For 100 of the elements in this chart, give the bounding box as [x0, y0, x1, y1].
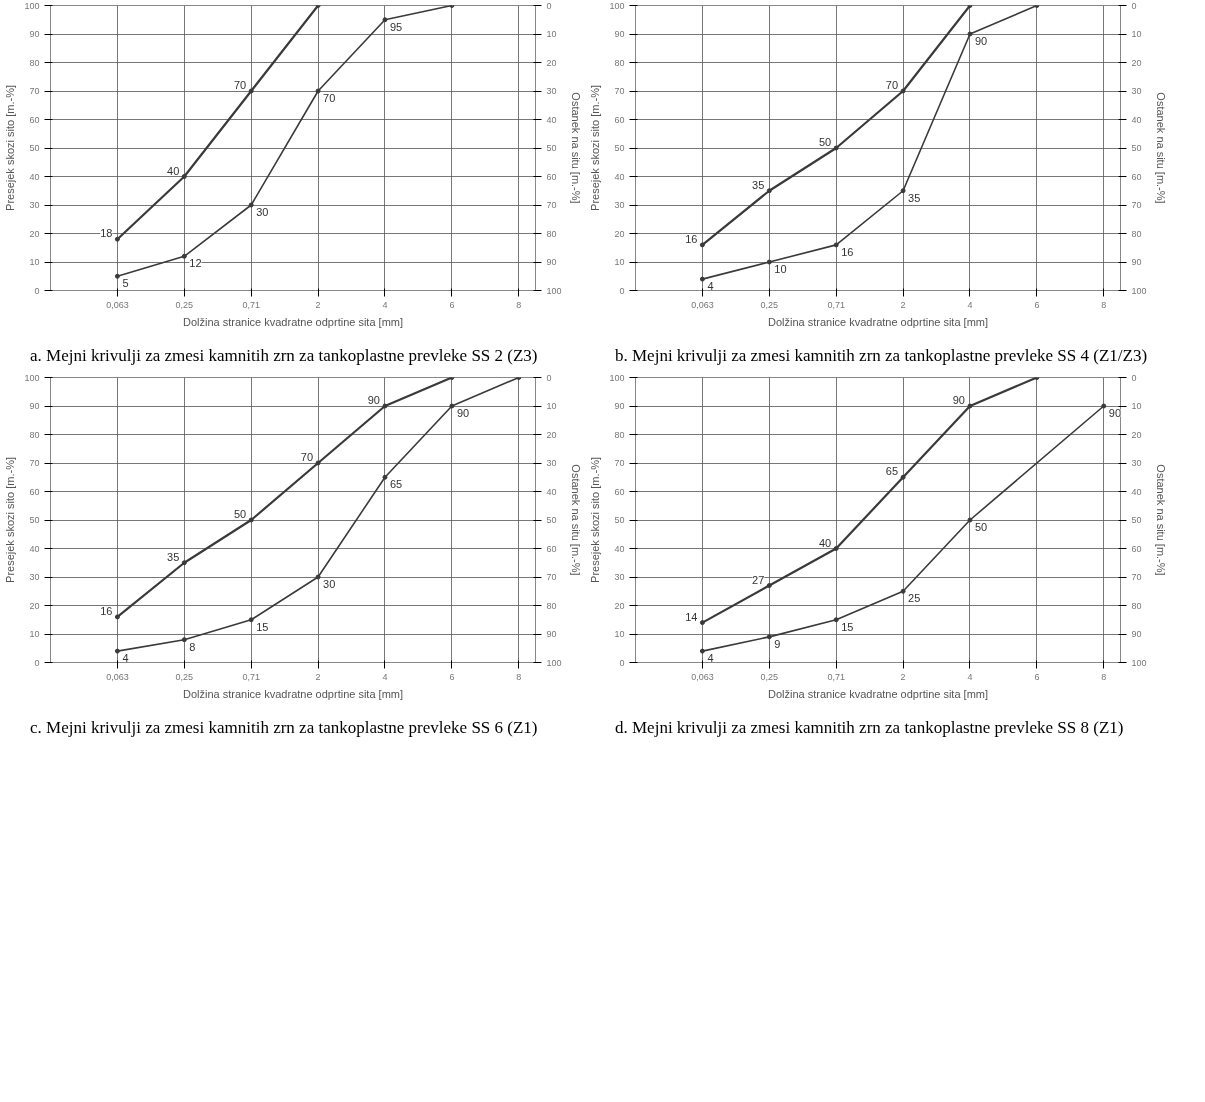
data-label: 5: [122, 277, 129, 290]
data-label: 40: [167, 164, 180, 177]
y-tick-label: 100: [24, 372, 40, 383]
y2-axis-title: Ostanek na situ [m.-%]: [569, 92, 582, 204]
y-axis-title: Presejek skozi sito [m.-%]: [589, 457, 602, 584]
y2-tick-label: 80: [1131, 228, 1142, 239]
y2-tick-label: 0: [1131, 0, 1137, 11]
x-tick-label: 6: [449, 671, 455, 682]
x-tick-label: 4: [967, 671, 973, 682]
y2-tick-label: 60: [1131, 171, 1142, 182]
y2-tick-label: 40: [1131, 114, 1142, 125]
x-tick-label: 8: [516, 299, 522, 310]
y-tick-label: 0: [34, 285, 40, 296]
data-label: 8: [189, 640, 196, 653]
x-tick-label: 4: [382, 299, 388, 310]
y2-tick-label: 80: [546, 600, 557, 611]
y-tick-label: 30: [614, 200, 625, 210]
data-label: 90: [952, 394, 965, 407]
data-label: 9: [774, 637, 781, 650]
x-tick-label: 0,71: [827, 671, 845, 682]
y2-tick-label: 100: [1131, 657, 1147, 668]
x-tick-label: 0,25: [760, 299, 779, 310]
y2-tick-label: 40: [1131, 486, 1142, 497]
y-tick-label: 60: [614, 486, 625, 497]
y-axis-title: Presejek skozi sito [m.-%]: [4, 85, 17, 211]
y-axis-title: Presejek skozi sito [m.-%]: [4, 457, 17, 584]
y-tick-label: 50: [614, 143, 625, 153]
y2-tick-label: 0: [546, 372, 552, 383]
data-label: 70: [233, 79, 247, 91]
y2-tick-label: 30: [1131, 458, 1142, 469]
y-tick-label: 0: [619, 285, 625, 296]
y-tick-label: 80: [29, 57, 40, 68]
x-tick-label: 2: [900, 299, 906, 310]
data-label: 40: [818, 536, 832, 549]
data-label: 35: [167, 550, 180, 563]
x-axis-title: Dolžina stranice kvadratne odprtine sita [mm]: [767, 315, 989, 328]
y-tick-label: 70: [29, 458, 40, 469]
y-tick-label: 20: [29, 600, 40, 611]
y-tick-label: 70: [614, 458, 625, 469]
y-tick-label: 80: [614, 57, 625, 68]
y2-tick-label: 40: [546, 486, 557, 497]
data-label: 35: [908, 191, 921, 204]
y-tick-label: 10: [614, 257, 625, 267]
x-axis-title: Dolžina stranice kvadratne odprtine sita [mm]: [182, 687, 404, 700]
text: a. Mejni krivulji za zmesi kamnitih zrn za tankoplastne prevleke SS 2 (Z3): [30, 345, 538, 367]
x-tick-label: 6: [1034, 671, 1040, 682]
data-label: 16: [841, 245, 854, 258]
x-tick-label: 6: [449, 299, 455, 310]
x-axis-title: Dolžina stranice kvadratne odprtine sita [mm]: [767, 687, 989, 700]
x-tick-label: 0,25: [760, 671, 779, 682]
y2-tick-label: 80: [546, 228, 557, 239]
text: c. Mejni krivulji za zmesi kamnitih zrn za tankoplastne prevleke SS 6 (Z1): [30, 717, 538, 740]
y2-tick-label: 20: [1131, 429, 1142, 440]
data-label: 15: [256, 620, 269, 633]
x-tick-label: 2: [315, 671, 321, 682]
y2-tick-label: 10: [546, 29, 557, 39]
y-tick-label: 100: [609, 372, 625, 383]
x-tick-label: 6: [1034, 299, 1040, 310]
y-tick-label: 20: [29, 228, 40, 239]
y-tick-label: 90: [29, 29, 40, 39]
data-label: 4: [122, 652, 129, 665]
y2-tick-label: 50: [546, 515, 557, 526]
x-tick-label: 4: [967, 299, 973, 310]
y2-tick-label: 70: [546, 200, 557, 210]
data-label: 4: [707, 652, 714, 665]
y-tick-label: 40: [614, 171, 625, 182]
y2-tick-label: 70: [1131, 572, 1142, 583]
y2-tick-label: 60: [546, 543, 557, 554]
data-label: 90: [1108, 407, 1122, 420]
x-tick-label: 2: [900, 671, 906, 682]
data-label: 12: [189, 257, 202, 270]
y-tick-label: 100: [609, 0, 625, 11]
y-tick-label: 100: [24, 0, 40, 11]
data-label: 50: [818, 136, 832, 148]
data-label: 18: [100, 227, 113, 240]
x-tick-label: 0,71: [242, 671, 260, 682]
data-label: 90: [974, 35, 988, 47]
y-tick-label: 30: [29, 200, 40, 210]
data-label: 25: [908, 592, 921, 605]
data-label: 4: [707, 280, 714, 293]
data-label: 14: [685, 610, 698, 623]
data-label: 35: [752, 178, 765, 191]
y-tick-label: 0: [619, 657, 625, 668]
y2-tick-label: 0: [1131, 372, 1137, 383]
data-label: 70: [300, 451, 314, 464]
x-tick-label: 0,063: [106, 299, 129, 310]
y2-tick-label: 20: [546, 429, 557, 440]
y-axis-title: Presejek skozi sito [m.-%]: [589, 85, 602, 211]
y-tick-label: 70: [614, 86, 625, 96]
x-tick-label: 0,063: [691, 299, 714, 310]
y-tick-label: 20: [614, 228, 625, 239]
x-tick-label: 4: [382, 671, 388, 682]
x-tick-label: 0,25: [175, 671, 194, 682]
y-tick-label: 40: [614, 543, 625, 554]
y2-tick-label: 60: [546, 171, 557, 182]
y2-tick-label: 20: [546, 57, 557, 68]
y-tick-label: 90: [614, 29, 625, 39]
y2-tick-label: 70: [546, 572, 557, 583]
y-tick-label: 60: [614, 114, 625, 125]
y2-tick-label: 40: [546, 114, 557, 125]
